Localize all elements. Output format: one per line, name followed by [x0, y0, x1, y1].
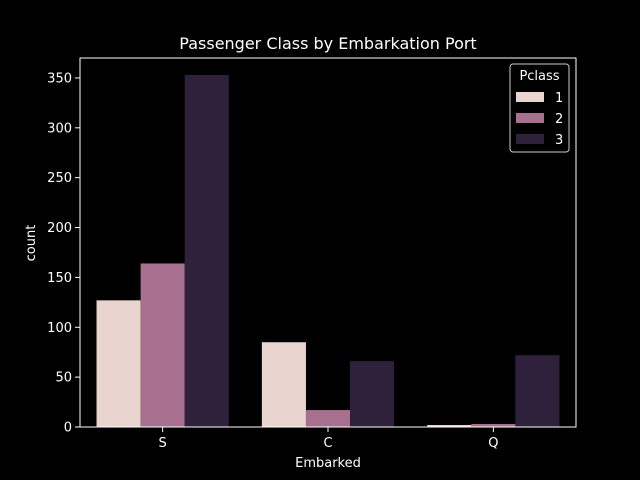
- bar-s-pclass-3: [184, 74, 229, 428]
- legend-swatch-2: [516, 113, 544, 123]
- bar-q-pclass-3: [515, 355, 560, 427]
- x-tick-label: C: [323, 436, 332, 451]
- x-tick-label: Q: [488, 436, 498, 451]
- bar-s-pclass-2: [140, 263, 185, 427]
- x-tick-label: S: [159, 436, 167, 451]
- legend-swatch-1: [516, 92, 544, 102]
- legend: Pclass 1 2 3: [509, 63, 570, 153]
- y-tick-label: 150: [47, 271, 72, 286]
- legend-box: [509, 63, 570, 153]
- y-axis-label: count: [24, 225, 39, 262]
- chart-title: Passenger Class by Embarkation Port: [179, 34, 476, 53]
- y-tick-label: 300: [47, 121, 72, 136]
- bar-s-pclass-1: [96, 300, 141, 427]
- y-tick-label: 350: [47, 71, 72, 86]
- y-tick-label: 50: [55, 371, 72, 386]
- legend-label-2: 2: [555, 112, 563, 127]
- legend-label-1: 1: [555, 91, 563, 106]
- x-axis-label: Embarked: [295, 456, 361, 471]
- bar-c-pclass-3: [350, 361, 395, 427]
- bar-q-pclass-2: [471, 424, 516, 427]
- legend-title: Pclass: [519, 69, 559, 84]
- y-tick-label: 200: [47, 221, 72, 236]
- plot-frame: [79, 57, 577, 428]
- y-tick-label: 250: [47, 171, 72, 186]
- legend-label-3: 3: [555, 133, 563, 148]
- bars-group: [96, 74, 560, 428]
- legend-swatch-3: [516, 134, 544, 144]
- y-axis-ticks: 0 50 100 150 200 250 300 350: [47, 71, 80, 436]
- y-tick-label: 100: [47, 321, 72, 336]
- bar-c-pclass-2: [305, 410, 351, 427]
- y-tick-label: 0: [64, 421, 72, 436]
- bar-c-pclass-1: [261, 342, 306, 427]
- bar-q-pclass-1: [427, 425, 472, 427]
- legend-items: 1 2 3: [516, 91, 563, 148]
